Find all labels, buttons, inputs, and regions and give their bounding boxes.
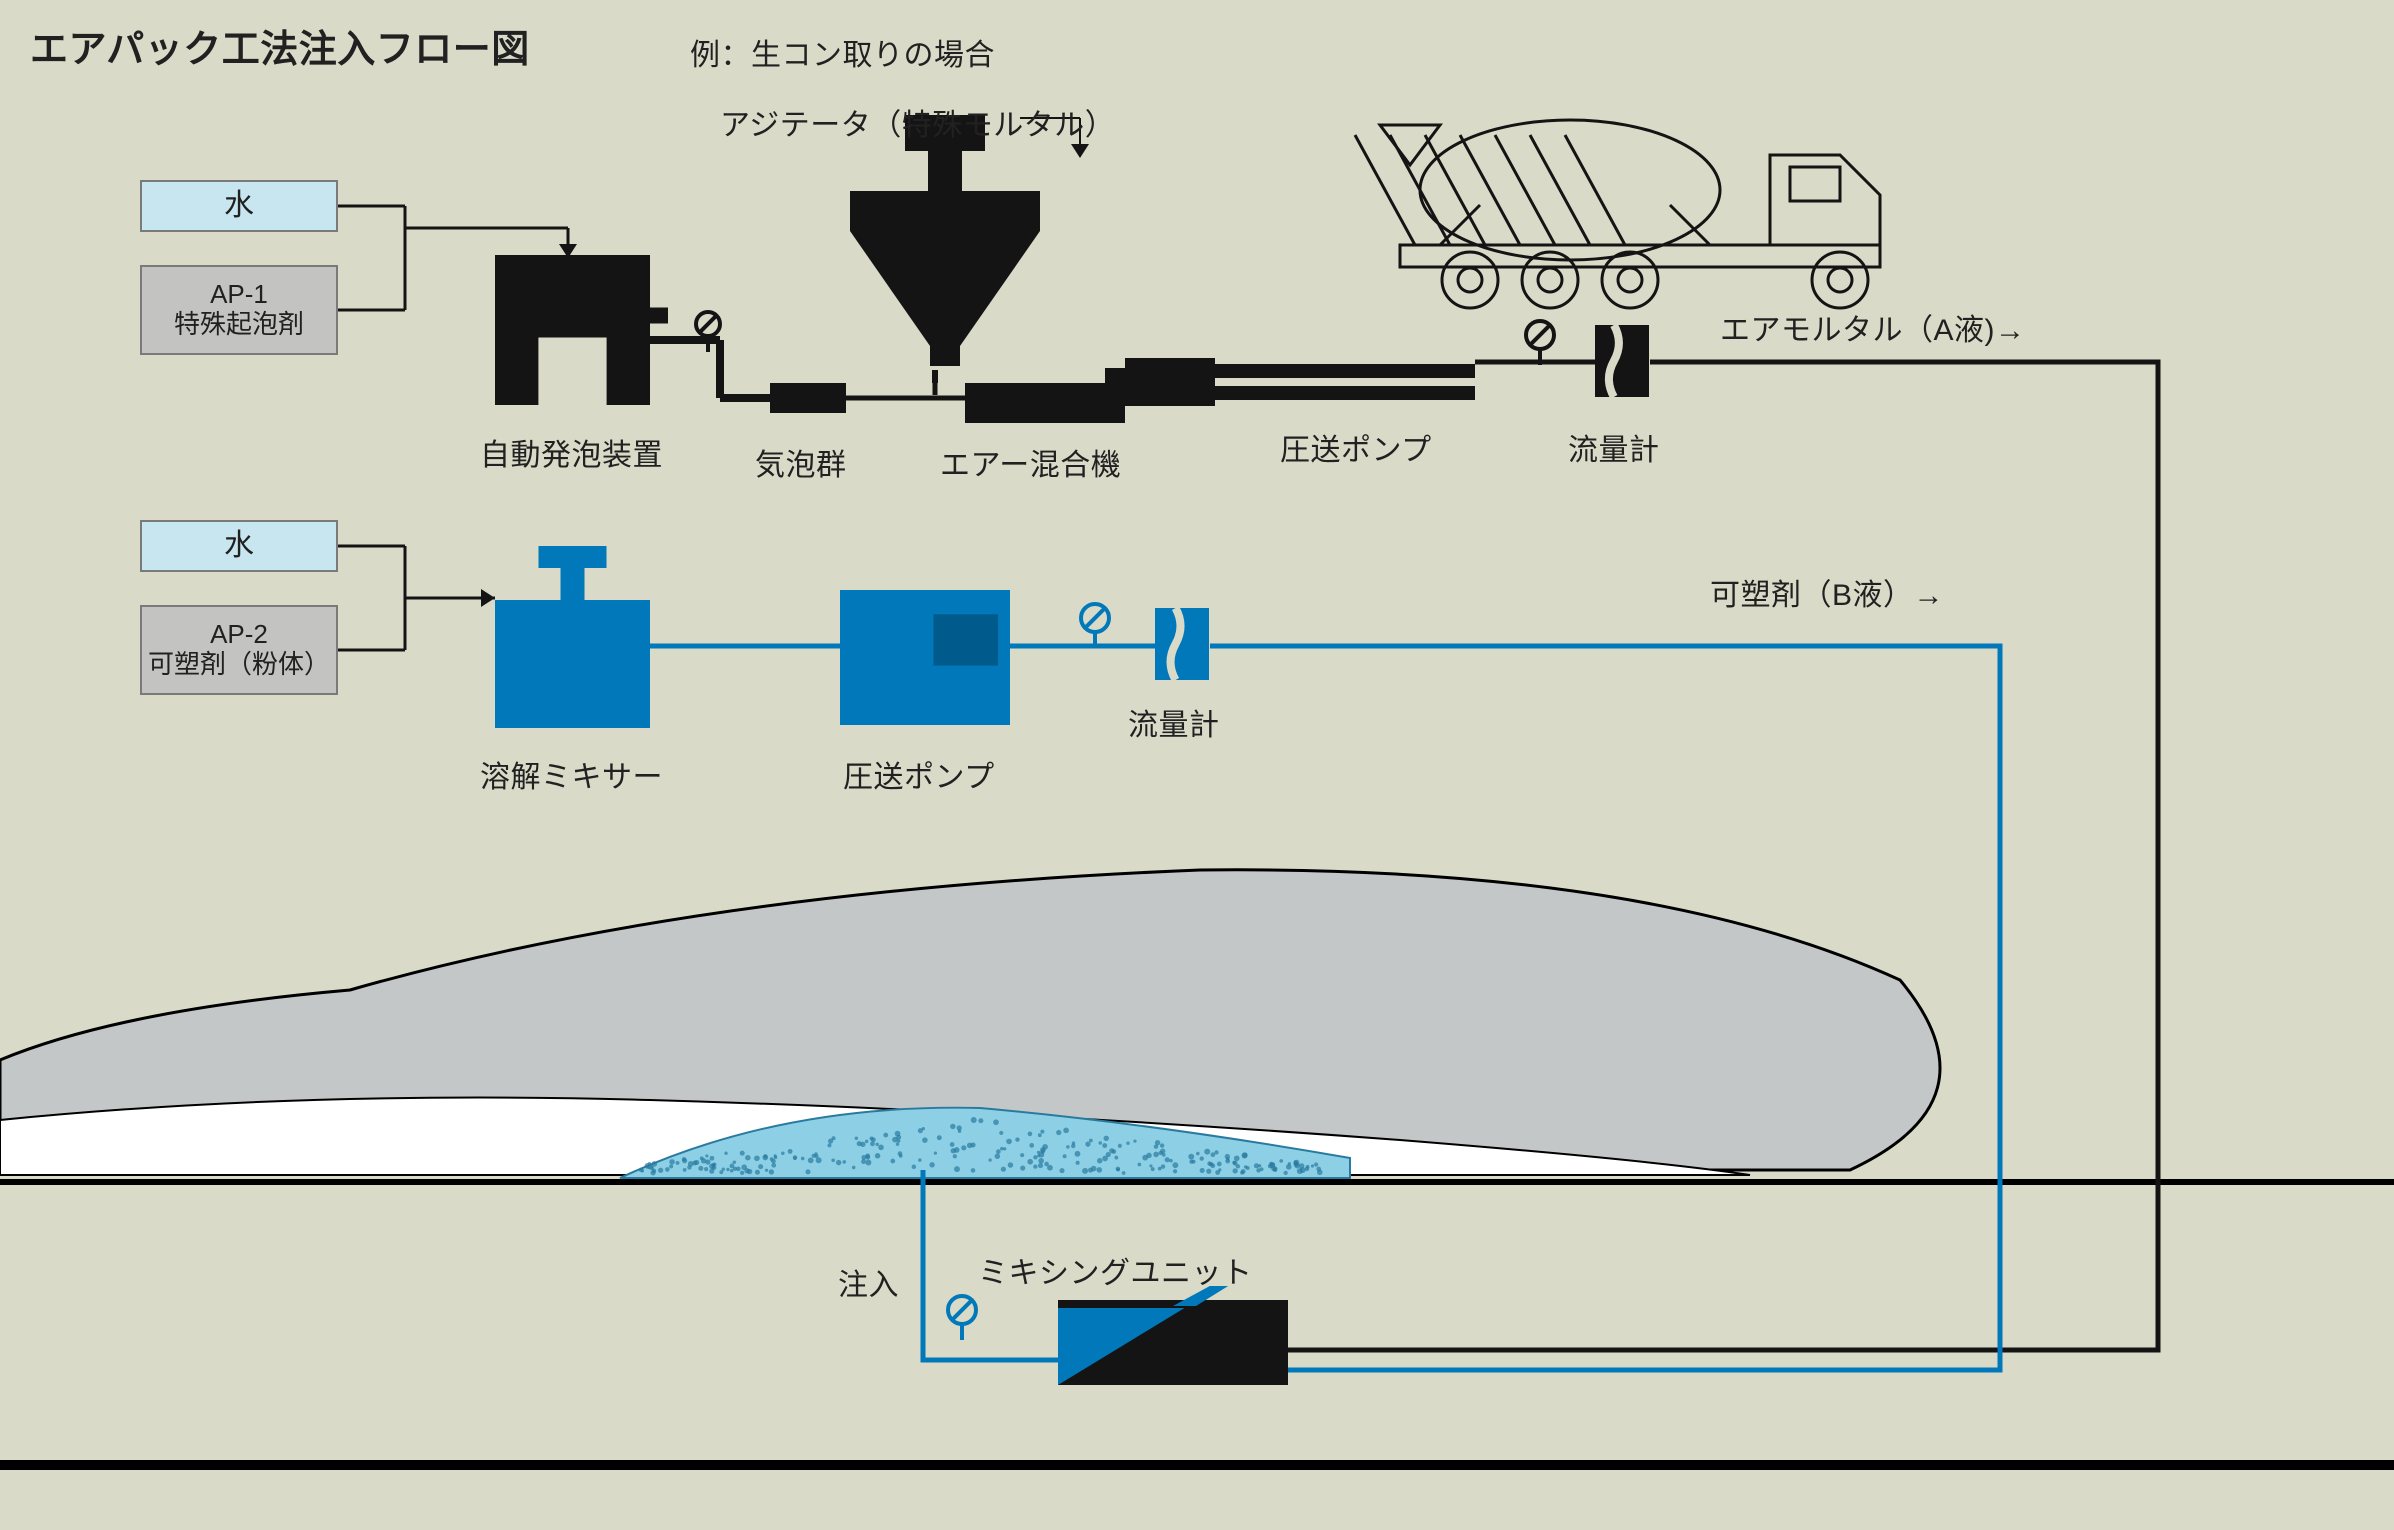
input-ap2: AP-2可塑剤（粉体） — [140, 605, 338, 695]
label-air-mixer: エアー混合機 — [940, 440, 1121, 484]
label-plasticizer: 可塑剤（B液）→ — [1710, 570, 1944, 614]
label-air-mortar: エアモルタル（A液)→ — [1720, 305, 2026, 349]
input-water-2: 水 — [140, 520, 338, 572]
input-water-1: 水 — [140, 180, 338, 232]
label-agitator: アジテータ（特殊モルタル） — [720, 100, 1115, 144]
label-pump-b: 圧送ポンプ — [843, 752, 995, 796]
label-bubbles: 気泡群 — [755, 440, 847, 484]
diagram-title: エアパック工法注入フロー図 — [30, 18, 530, 73]
label-pump-a: 圧送ポンプ — [1280, 425, 1432, 469]
diagram-subtitle: 例：生コン取りの場合 — [690, 30, 995, 74]
label-dissolve-mixer: 溶解ミキサー — [480, 752, 663, 796]
cross-section — [0, 0, 2394, 1530]
label-flow-b: 流量計 — [1128, 700, 1220, 744]
pipe-a-liquid — [1288, 362, 2158, 1350]
label-flow-a: 流量計 — [1568, 425, 1660, 469]
label-injection: 注入 — [838, 1260, 899, 1304]
label-mixing-unit: ミキシングユニット — [978, 1248, 1253, 1292]
mixer-truck-icon — [1355, 120, 1880, 308]
label-auto-foam: 自動発泡装置 — [480, 430, 663, 474]
diagram-stage: エアパック工法注入フロー図例：生コン取りの場合水AP-1特殊起泡剤水AP-2可塑… — [0, 0, 2394, 1530]
input-ap1: AP-1特殊起泡剤 — [140, 265, 338, 355]
